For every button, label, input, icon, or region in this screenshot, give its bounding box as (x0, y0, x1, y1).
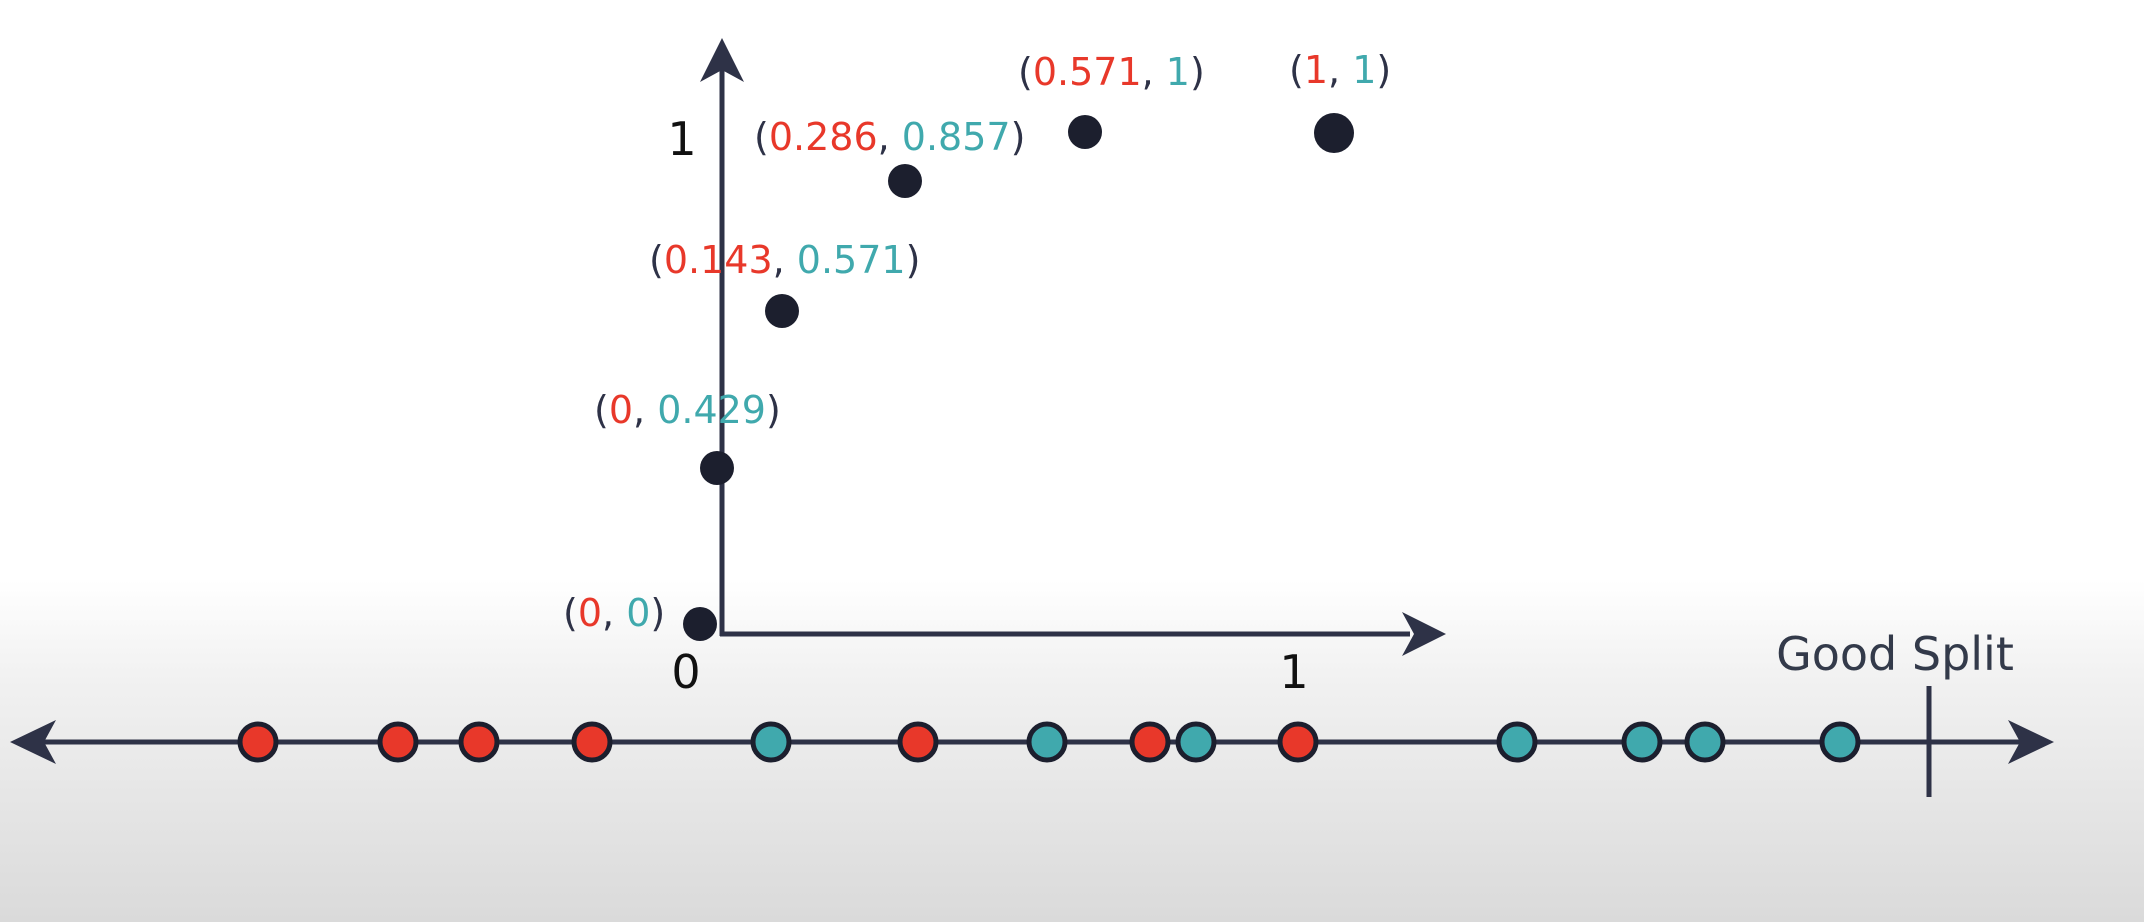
y-axis-arrowhead (700, 38, 744, 82)
split-label: Good Split (1776, 627, 2014, 681)
roc-point-4 (888, 164, 922, 198)
roc-point-2 (700, 451, 734, 485)
number-line-left-arrowhead (10, 720, 56, 764)
number-line-point-red (1129, 721, 1171, 763)
roc-point-1 (683, 607, 717, 641)
coordinate-labels: (0, 0) (0, 0.429) (0.143, 0.571) (0.286,… (563, 48, 1391, 635)
number-line-point-teal (1026, 721, 1068, 763)
coord-label-4: (0.286, 0.857) (754, 115, 1025, 159)
x-axis-tick-label: 1 (1279, 645, 1308, 699)
coord-label-5: (0.571, 1) (1018, 50, 1205, 94)
roc-axes: 0 1 1 (667, 38, 1446, 699)
number-line-point-teal (1684, 721, 1726, 763)
roc-point-3 (765, 294, 799, 328)
number-line-point-red (458, 721, 500, 763)
number-line-point-red (237, 721, 279, 763)
coord-label-6: (1, 1) (1289, 48, 1391, 92)
origin-label: 0 (671, 645, 700, 699)
number-line-right-arrowhead (2008, 720, 2054, 764)
roc-points (683, 113, 1354, 641)
roc-point-6 (1314, 113, 1354, 153)
number-line-point-red (571, 721, 613, 763)
number-line-point-teal (1621, 721, 1663, 763)
y-axis-tick-label: 1 (667, 112, 696, 166)
coord-label-3: (0.143, 0.571) (649, 238, 920, 282)
coord-label-2: (0, 0.429) (594, 388, 781, 432)
number-line-point-teal (1496, 721, 1538, 763)
number-line-point-teal (750, 721, 792, 763)
number-line-point-red (897, 721, 939, 763)
number-line-point-teal (1175, 721, 1217, 763)
roc-point-5 (1068, 115, 1102, 149)
number-line-points (237, 721, 1861, 763)
number-line-point-red (1277, 721, 1319, 763)
number-line: Good Split (10, 627, 2054, 797)
x-axis-arrowhead (1402, 612, 1446, 656)
coord-label-1: (0, 0) (563, 591, 665, 635)
number-line-point-red (377, 721, 419, 763)
number-line-point-teal (1819, 721, 1861, 763)
